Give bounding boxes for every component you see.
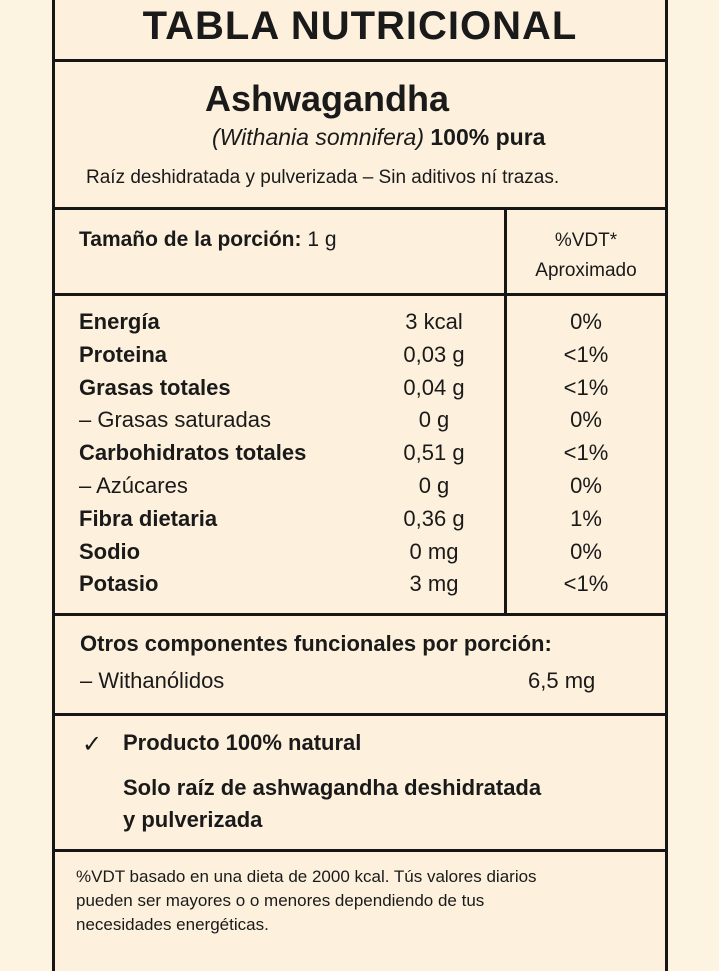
nutrient-row: Carbohidratos totales 0,51 g <1%	[79, 440, 665, 473]
nutrient-vdt: 1%	[570, 505, 602, 531]
nutrient-row: Sodio 0 mg 0%	[79, 539, 665, 572]
other-components-heading: Otros componentes funcionales por porció…	[80, 631, 552, 656]
product-subtitle: (Withania somnifera) 100% pura	[212, 124, 545, 151]
divider	[52, 293, 668, 296]
other-component-name: – Withanólidos	[80, 668, 225, 693]
nutrient-row: Potasio 3 mg <1%	[79, 571, 665, 604]
nutrient-vdt: <1%	[563, 374, 609, 400]
divider	[52, 849, 668, 852]
vdt-title: %VDT*	[554, 230, 618, 251]
nutrient-name: Potasio	[79, 571, 159, 597]
serving-value: 1 g	[307, 228, 337, 251]
nutrient-value: 3 mg	[409, 571, 459, 597]
nutrient-name: – Grasas saturadas	[79, 407, 271, 433]
product-description: Raíz deshidratada y pulverizada – Sin ad…	[86, 167, 560, 188]
natural-detail: Solo raíz de ashwagandha deshidratada y …	[123, 775, 542, 832]
nutrient-row: Grasas totales 0,04 g <1%	[79, 375, 665, 408]
scientific-name: (Withania somnifera)	[212, 124, 424, 150]
nutrient-vdt: 0%	[570, 407, 602, 433]
nutrient-value: 0 mg	[409, 538, 459, 564]
nutrient-value: 0 g	[418, 407, 450, 433]
natural-claim: Producto 100% natural	[123, 730, 362, 755]
nutrient-value: 0 g	[418, 473, 450, 498]
check-icon: ✓	[82, 731, 103, 758]
column-divider	[504, 207, 507, 615]
nutrient-value: 0,03 g	[403, 341, 465, 367]
nutrient-row: – Azúcares 0 g 0%	[79, 473, 665, 506]
nutrient-vdt: <1%	[563, 571, 609, 597]
divider	[52, 207, 668, 210]
nutrient-vdt: 0%	[570, 309, 602, 334]
nutrient-name: – Azúcares	[79, 473, 188, 498]
nutrient-value: 0,51 g	[403, 440, 465, 466]
nutrient-vdt: 0%	[570, 473, 602, 498]
nutrient-name: Carbohidratos totales	[79, 440, 307, 466]
nutrient-value: 0,36 g	[403, 505, 465, 531]
divider	[52, 713, 668, 716]
nutrient-name: Proteina	[79, 341, 168, 367]
serving-size: Tamaño de la porción: 1 g	[79, 228, 337, 252]
product-name: Ashwagandha	[205, 78, 450, 119]
purity: 100% pura	[430, 124, 546, 150]
nutrient-name: Grasas totales	[79, 374, 231, 400]
nutrient-row: – Grasas saturadas 0 g 0%	[79, 407, 665, 440]
footnote: %VDT basado en una dieta de 2000 kcal. T…	[76, 867, 537, 934]
serving-label: Tamaño de la porción:	[79, 228, 302, 251]
divider	[52, 59, 668, 62]
nutrient-name: Fibra dietaria	[79, 505, 218, 531]
vdt-header: %VDT* Aproximado	[507, 226, 665, 286]
nutrient-row: Proteina 0,03 g <1%	[79, 342, 665, 375]
nutrient-vdt: <1%	[563, 341, 609, 367]
nutrient-name: Energía	[79, 309, 160, 334]
other-component-value: 6,5 mg	[528, 668, 596, 693]
page-title: TABLA NUTRICIONAL	[142, 4, 578, 48]
nutrient-value: 3 kcal	[405, 309, 463, 334]
vdt-subtitle: Aproximado	[535, 260, 637, 281]
label-frame	[52, 0, 668, 971]
nutrient-vdt: 0%	[570, 538, 602, 564]
nutrient-value: 0,04 g	[403, 374, 465, 400]
nutrient-name: Sodio	[79, 538, 141, 564]
nutrient-row: Energía 3 kcal 0%	[79, 309, 665, 342]
divider	[52, 613, 668, 616]
nutrient-row: Fibra dietaria 0,36 g 1%	[79, 506, 665, 539]
nutrient-vdt: <1%	[563, 440, 609, 466]
